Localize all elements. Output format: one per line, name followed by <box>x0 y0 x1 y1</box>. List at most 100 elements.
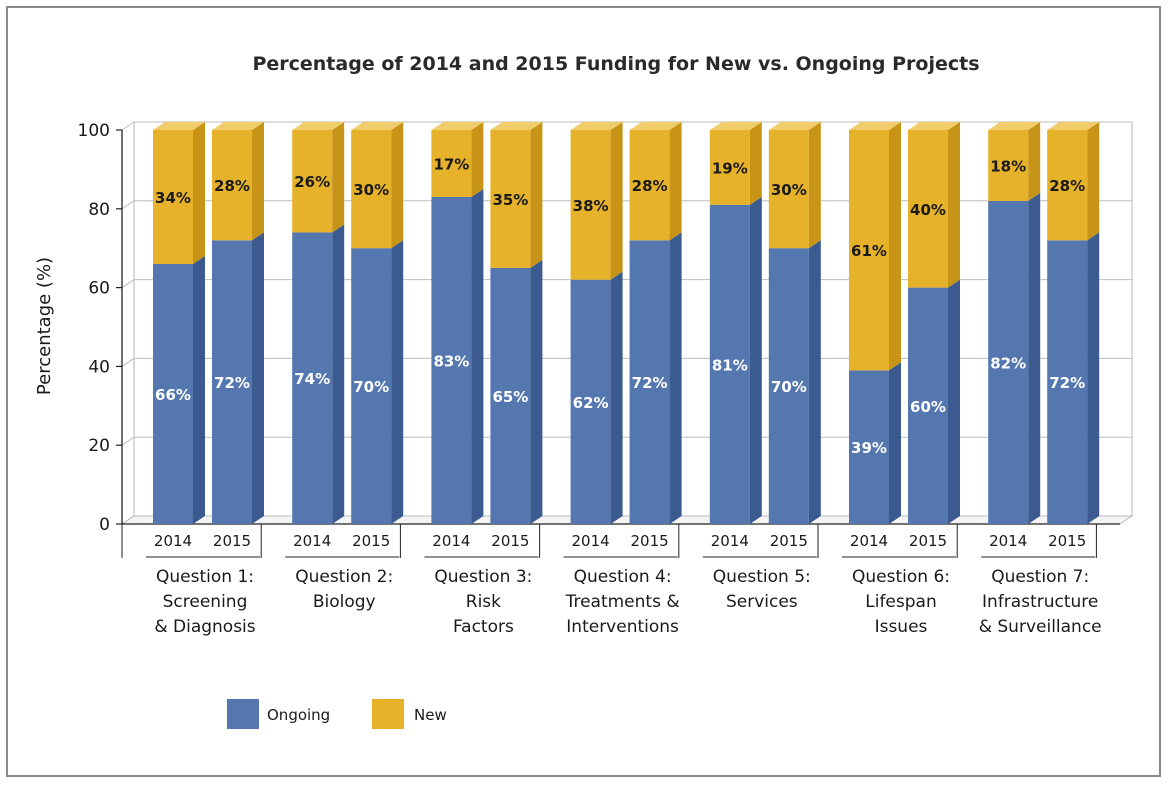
bar-ongoing <box>908 287 948 524</box>
bar-top <box>988 122 1041 130</box>
data-label-ongoing: 65% <box>492 388 528 406</box>
bar-new-side <box>808 122 821 249</box>
data-label-ongoing: 70% <box>353 378 389 396</box>
data-label-new: 61% <box>851 242 887 260</box>
x-category-label: Screening <box>163 592 248 612</box>
bar-top <box>709 122 762 130</box>
x-category-label: Question 5: <box>713 567 811 587</box>
bar-ongoing-side <box>1028 192 1041 525</box>
data-label-new: 40% <box>910 201 946 219</box>
bar-ongoing <box>431 196 472 525</box>
x-category-label: Risk <box>466 592 501 612</box>
bar-new-side <box>889 122 901 371</box>
bar-new-side <box>610 122 623 280</box>
data-label-ongoing: 62% <box>573 394 609 412</box>
x-category-label: Services <box>726 592 798 612</box>
data-label-new: 28% <box>632 177 668 195</box>
bar-new <box>212 130 252 241</box>
x-tick-label-year: 2014 <box>850 532 888 550</box>
bar-ongoing <box>490 267 531 524</box>
x-category-label: Interventions <box>566 617 679 637</box>
bar-new <box>570 130 611 280</box>
bar-new-side <box>391 122 404 249</box>
bar-ongoing <box>153 263 193 524</box>
bar-new <box>1047 130 1088 241</box>
x-tick-label-year: 2014 <box>293 532 331 550</box>
data-label-ongoing: 83% <box>433 352 469 370</box>
y-tick-label: 20 <box>88 436 110 456</box>
data-label-ongoing: 72% <box>1049 374 1085 392</box>
x-tick-label-year: 2014 <box>572 532 610 550</box>
bar-ongoing <box>849 370 889 524</box>
x-category-label: Question 2: <box>295 567 393 587</box>
bar-ongoing <box>709 204 750 525</box>
bar-ongoing-side <box>471 188 484 525</box>
x-category-label: & Diagnosis <box>154 617 255 637</box>
bar-new-side <box>1028 122 1041 201</box>
data-label-new: 28% <box>1049 177 1085 195</box>
x-tick-label-year: 2015 <box>770 532 808 550</box>
bar-new-side <box>1087 122 1100 241</box>
bar-ongoing-side <box>669 232 682 524</box>
bar-top <box>212 122 264 130</box>
bar-new-side <box>193 122 205 264</box>
data-label-ongoing: 72% <box>632 374 668 392</box>
bar-ongoing-side <box>530 259 543 524</box>
bar-ongoing <box>292 232 333 524</box>
y-tick-label: 100 <box>78 121 110 141</box>
y-tick-label: 0 <box>99 515 110 535</box>
y-tick-label: 60 <box>88 279 110 299</box>
bar-ongoing-side <box>889 362 901 524</box>
x-category-label: Infrastructure <box>982 592 1098 612</box>
x-category-label: Lifespan <box>865 592 936 612</box>
legend-swatch-new <box>372 699 404 729</box>
data-label-new: 26% <box>294 173 330 191</box>
bar-ongoing-side <box>332 224 345 524</box>
data-label-new: 28% <box>214 177 250 195</box>
bar-new-side <box>948 122 960 288</box>
bar-ongoing <box>212 240 252 524</box>
bar-top <box>490 122 543 130</box>
bar-new-side <box>252 122 264 241</box>
bar-ongoing-side <box>948 279 960 524</box>
bar-ongoing-side <box>1087 232 1100 524</box>
data-label-ongoing: 74% <box>294 370 330 388</box>
x-category-label: Treatments & <box>565 592 680 612</box>
x-category-label: & Surveillance <box>979 617 1102 637</box>
data-label-new: 30% <box>353 181 389 199</box>
x-category-label: Question 7: <box>991 567 1089 587</box>
bar-top <box>292 122 345 130</box>
data-label-new: 38% <box>573 197 609 215</box>
data-label-new: 17% <box>433 155 469 173</box>
bar-ongoing <box>1047 240 1088 524</box>
y-tick-label: 40 <box>88 357 110 377</box>
bars: 66% 34% 72% 28% 74% 26% 70% 30% 83% 17% 65% 35% 62% 3… <box>153 122 1100 525</box>
bar-ongoing-side <box>808 240 821 524</box>
bar-ongoing <box>629 240 670 524</box>
x-tick-label-year: 2015 <box>909 532 947 550</box>
y-axis-label: Percentage (%) <box>34 257 55 395</box>
y-tick-label: 80 <box>88 200 110 220</box>
data-label-new: 18% <box>990 157 1026 175</box>
data-label-ongoing: 72% <box>214 374 250 392</box>
data-label-new: 30% <box>771 181 807 199</box>
data-label-ongoing: 70% <box>771 378 807 396</box>
bar-new <box>768 130 809 249</box>
bar-new-side <box>471 122 484 197</box>
legend-swatch-ongoing <box>227 699 259 729</box>
bar-ongoing <box>988 200 1029 525</box>
bar-new <box>153 130 193 264</box>
data-label-ongoing: 60% <box>910 398 946 416</box>
bar-top <box>849 122 901 130</box>
data-label-ongoing: 81% <box>712 356 748 374</box>
data-label-new: 19% <box>712 159 748 177</box>
bar-ongoing <box>351 248 392 524</box>
bar-ongoing <box>768 248 809 524</box>
data-label-new: 34% <box>155 189 191 207</box>
bar-new-side <box>332 122 345 233</box>
x-tick-label-year: 2015 <box>1048 532 1086 550</box>
bar-new-side <box>669 122 682 241</box>
x-category-label: Factors <box>453 617 514 637</box>
bar-new <box>351 130 392 249</box>
